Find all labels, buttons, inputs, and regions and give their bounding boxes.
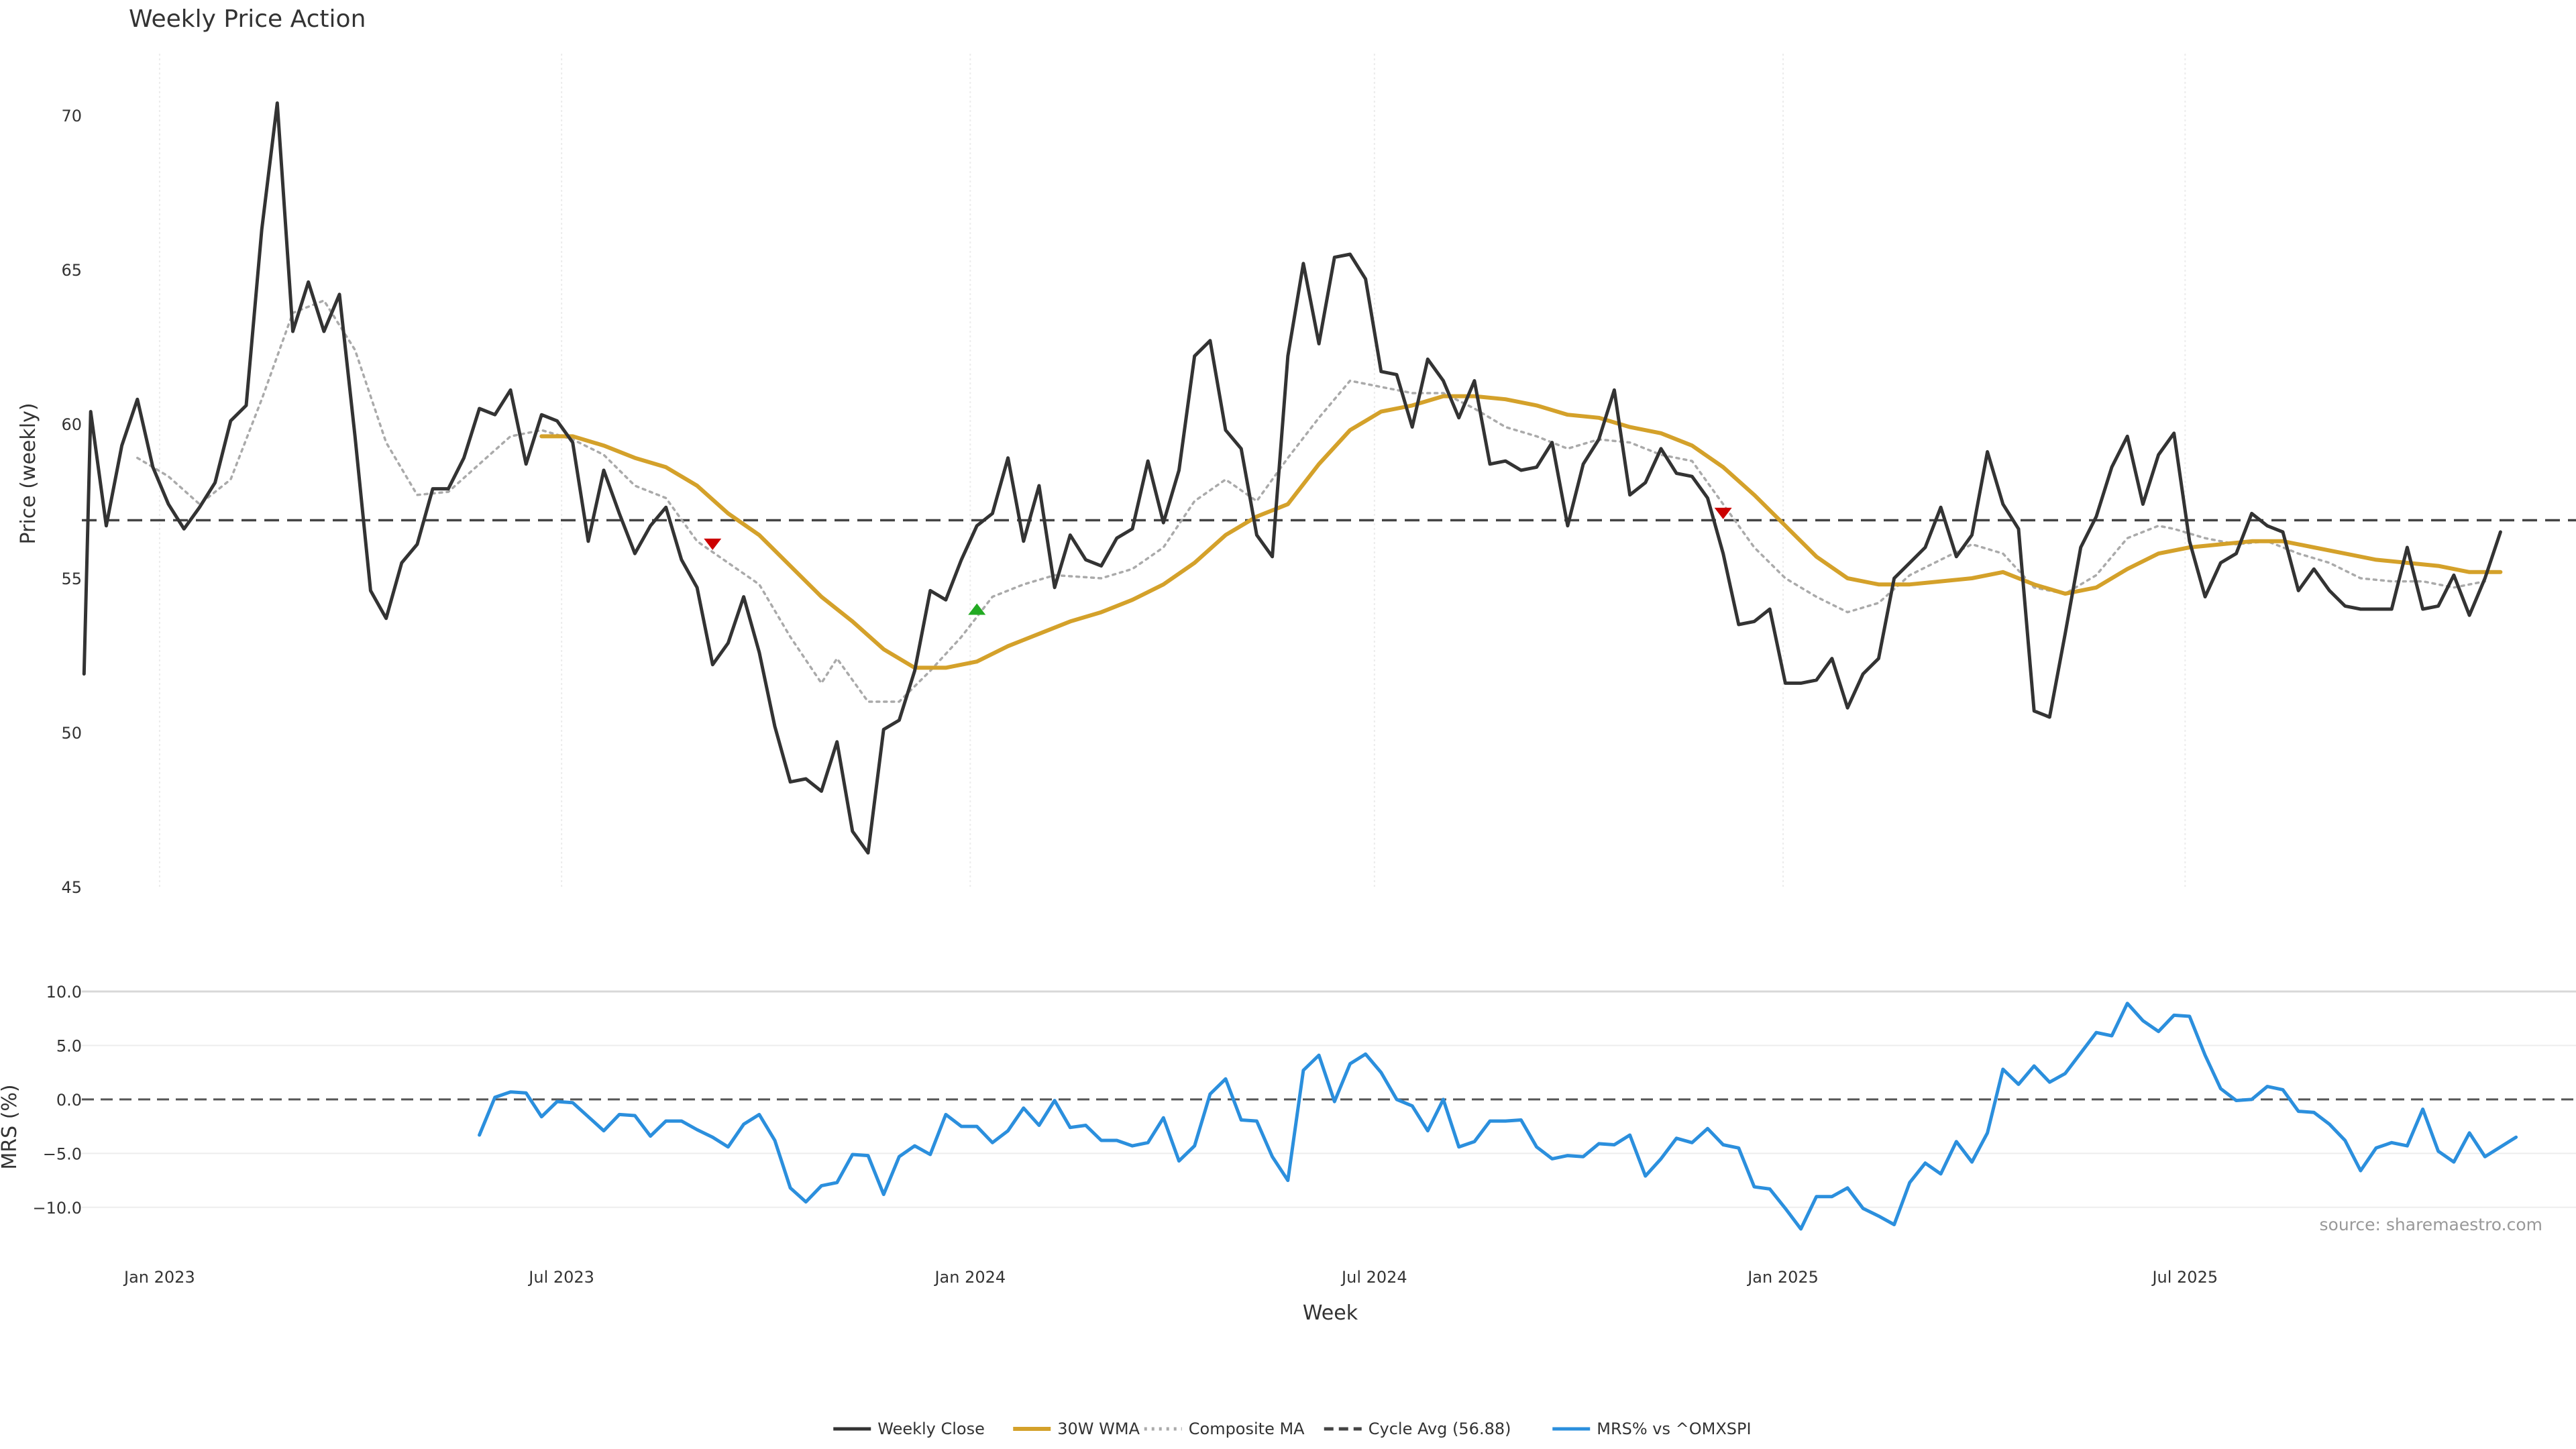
mrs-y-axis-label: MRS (%) [0,1084,21,1169]
x-tick-label: Jan 2024 [933,1268,1006,1287]
mrs-y-ticks: 10.0 5.0 0.0 −5.0 −10.0 [32,983,82,1218]
mrs-horizontal-grid [82,990,2576,1208]
sell-signal-marker-2 [1714,507,1732,519]
legend-label-mrs-vs-omxspi: MRS% vs ^OMXSPI [1597,1419,1751,1438]
price-series-group [82,101,2503,855]
mrs-y-tick-label: 10.0 [46,983,82,1002]
mrs-y-tick-label: 0.0 [56,1091,82,1110]
source-attribution: source: sharemaestro.com [2320,1215,2543,1234]
mrs-y-tick-label: −5.0 [43,1144,82,1163]
x-axis-label: Week [1303,1301,1358,1325]
price-y-tick-label: 60 [61,415,82,434]
mrs-y-tick-label: 5.0 [56,1036,82,1055]
buy-signal-marker-1 [968,603,986,615]
price-y-axis-label: Price (weekly) [17,402,40,544]
weekly-close-line [82,101,2502,855]
x-tick-label: Jan 2023 [123,1268,195,1287]
mrs-y-tick-label: −10.0 [32,1199,82,1218]
price-y-tick-label: 70 [61,107,82,125]
price-y-tick-label: 45 [61,878,82,897]
mrs-line [478,1002,2518,1231]
legend-label-30w-wma: 30W WMA [1057,1419,1140,1438]
legend-label-weekly-close: Weekly Close [877,1419,985,1438]
x-tick-label: Jul 2025 [2151,1268,2218,1287]
legend-label-composite-ma: Composite MA [1189,1419,1305,1438]
x-tick-label: Jul 2023 [527,1268,594,1287]
mrs-series-group [478,1002,2518,1231]
price-y-tick-label: 50 [61,724,82,743]
legend-label-cycle-avg-56-88: Cycle Avg (56.88) [1368,1419,1511,1438]
signal-markers-group [704,507,1732,615]
price-panel-title: Weekly Price Action [129,5,366,33]
30w-wma-line [539,394,2503,670]
composite-ma-line [136,299,2487,703]
x-tick-label: Jul 2024 [1340,1268,1407,1287]
x-axis-ticks: Jan 2023 Jul 2023 Jan 2024 Jul 2024 Jan 2025… [123,1268,2218,1287]
price-y-tick-label: 55 [61,570,82,588]
sell-signal-marker-0 [704,538,722,550]
legend: Weekly Close 30W WMA Composite MA Cycle Avg… [833,1419,1752,1438]
x-tick-label: Jan 2025 [1746,1268,1819,1287]
price-y-tick-label: 65 [61,261,82,280]
price-y-ticks: 45 50 55 60 65 70 [61,107,82,897]
